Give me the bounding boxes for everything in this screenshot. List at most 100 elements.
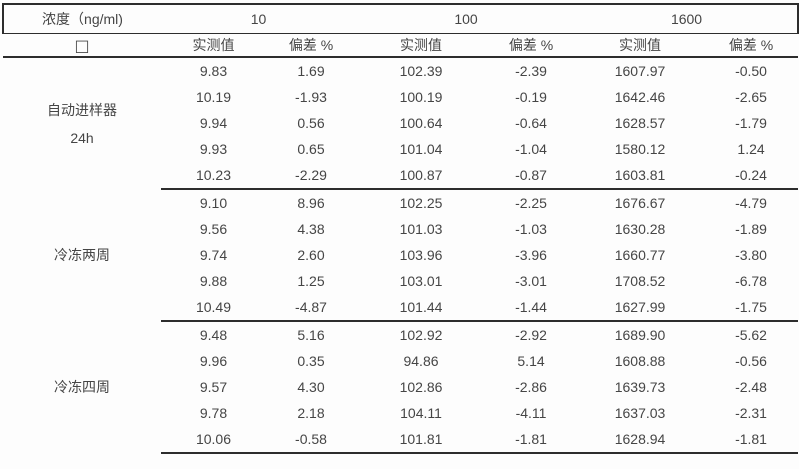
row-label-placeholder-box: □ [3, 33, 161, 58]
measured-header-100: 实测值 [356, 33, 487, 58]
measured-value-cell: 1642.46 [614, 89, 666, 105]
section-label: 冷冻两周 [3, 189, 161, 321]
concentration-level-header-1600: 1600 [576, 3, 799, 34]
deviation-value-cell: -1.81 [486, 426, 577, 454]
measured-value-cell: 10.19 [195, 89, 232, 105]
measured-value-cell: 100.87 [356, 162, 487, 190]
measured-value-cell: 9.48 [199, 327, 228, 343]
section-label-line2: 24h [70, 129, 94, 146]
measured-value-cell: 9.94 [199, 115, 228, 131]
table-row: 9.56 4.38 101.03 -1.03 1630.28 -1.89 [3, 216, 798, 242]
measured-value-cell: 102.25 [399, 195, 443, 211]
deviation-value-cell: 0.35 [297, 353, 325, 369]
measured-value-cell: 101.44 [356, 294, 487, 322]
deviation-value-cell: -6.78 [735, 273, 767, 289]
deviation-value-cell: 1.69 [297, 63, 325, 79]
table-row: 10.49 -4.87 101.44 -1.44 1627.99 -1.75 [3, 294, 799, 322]
deviation-value-cell: -0.58 [266, 426, 357, 454]
deviation-value-cell: 5.14 [517, 353, 545, 369]
deviation-value-cell: -0.50 [735, 63, 767, 79]
section-frozen-four-weeks: 冷冻四周 9.48 5.16 102.92 -2.92 1689.90 -5.6… [3, 321, 799, 454]
measured-value-cell: 1627.99 [576, 294, 705, 322]
section-label-line1: 冷冻四周 [54, 379, 110, 395]
deviation-value-cell: 0.65 [297, 141, 325, 157]
table-row: 9.94 0.56 100.64 -0.64 1628.57 -1.79 [3, 110, 798, 136]
measured-header-1600: 实测值 [576, 33, 705, 58]
measured-value-cell: 9.88 [199, 273, 228, 289]
deviation-value-cell: 0.56 [297, 115, 325, 131]
measured-value-cell: 1630.28 [614, 221, 666, 237]
measured-value-cell: 1708.52 [614, 273, 666, 289]
deviation-value-cell: 4.38 [297, 221, 325, 237]
deviation-value-cell: -1.44 [486, 294, 577, 322]
table-row: 9.96 0.35 94.86 5.14 1608.88 -0.56 [3, 348, 798, 374]
section-label: 自动进样器 24h [3, 57, 161, 189]
measured-value-cell: 9.93 [199, 141, 228, 157]
measured-value-cell: 10.23 [161, 162, 266, 190]
measured-value-cell: 1660.77 [614, 247, 666, 263]
measured-value-cell: 100.19 [399, 89, 443, 105]
section-label: 冷冻四周 [3, 321, 161, 453]
measured-value-cell: 9.74 [199, 247, 228, 263]
deviation-header-10: 偏差 % [266, 33, 357, 58]
measured-value-cell: 100.64 [399, 115, 443, 131]
deviation-value-cell: -3.01 [515, 273, 547, 289]
deviation-value-cell: -3.96 [515, 247, 547, 263]
deviation-value-cell: -4.87 [266, 294, 357, 322]
deviation-value-cell: -4.11 [515, 405, 547, 421]
column-header-row: □ 实测值 偏差 % 实测值 偏差 % 实测值 偏差 % [3, 33, 799, 58]
concentration-header-row: 浓度（ng/ml) 10 100 1600 [2, 3, 799, 34]
deviation-header-1600: 偏差 % [704, 33, 799, 58]
table-row: 9.57 4.30 102.86 -2.86 1639.73 -2.48 [3, 374, 798, 400]
deviation-value-cell: 1.25 [297, 273, 325, 289]
measured-value-cell: 104.11 [400, 405, 442, 421]
deviation-value-cell: -1.03 [515, 221, 547, 237]
measured-value-cell: 101.81 [356, 426, 487, 454]
deviation-value-cell: -0.19 [515, 89, 547, 105]
section-label-line1: 冷冻两周 [54, 247, 110, 263]
deviation-value-cell: -2.92 [515, 327, 547, 343]
measured-value-cell: 1639.73 [614, 379, 666, 395]
section-frozen-two-weeks: 冷冻两周 9.10 8.96 102.25 -2.25 1676.67 -4.7… [3, 189, 799, 322]
measured-value-cell: 94.86 [403, 353, 439, 369]
table-row: 9.78 2.18 104.11 -4.11 1637.03 -2.31 [3, 400, 798, 426]
deviation-value-cell: -2.25 [515, 195, 547, 211]
measured-value-cell: 1628.94 [576, 426, 705, 454]
measured-value-cell: 9.56 [199, 221, 228, 237]
measured-value-cell: 9.78 [199, 405, 228, 421]
concentration-level-header-100: 100 [356, 3, 577, 34]
deviation-value-cell: -3.80 [735, 247, 767, 263]
section-autosampler-24h: 自动进样器 24h 9.83 1.69 102.39 -2.39 1607.97… [3, 57, 799, 190]
measured-value-cell: 9.83 [199, 63, 228, 79]
deviation-value-cell: -2.48 [735, 379, 767, 395]
measured-value-cell: 1676.67 [614, 195, 666, 211]
measured-value-cell: 9.10 [199, 195, 228, 211]
measured-value-cell: 1580.12 [614, 141, 666, 157]
deviation-value-cell: -1.89 [735, 221, 767, 237]
deviation-header-100: 偏差 % [486, 33, 577, 58]
measured-value-cell: 102.39 [399, 63, 443, 79]
deviation-value-cell: 5.16 [297, 327, 325, 343]
measured-value-cell: 103.96 [399, 247, 443, 263]
deviation-value-cell: -1.79 [735, 115, 767, 131]
concentration-level-header-10: 10 [161, 3, 357, 34]
deviation-value-cell: -5.62 [735, 327, 767, 343]
measured-value-cell: 102.92 [399, 327, 443, 343]
measured-value-cell: 101.04 [399, 141, 443, 157]
measured-value-cell: 102.86 [399, 379, 443, 395]
deviation-value-cell: 4.30 [297, 379, 325, 395]
table-row: 冷冻两周 9.10 8.96 102.25 -2.25 1676.67 -4.7… [3, 189, 798, 263]
stability-data-table: 浓度（ng/ml) 10 100 1600 □ 实测值 偏差 % 实测值 偏差 … [2, 3, 799, 454]
measured-header-10: 实测值 [161, 33, 266, 58]
deviation-value-cell: 2.60 [297, 247, 325, 263]
deviation-value-cell: -0.56 [735, 353, 767, 369]
table-row: 10.06 -0.58 101.81 -1.81 1628.94 -1.81 [3, 426, 799, 454]
concentration-unit-header: 浓度（ng/ml) [2, 3, 161, 34]
measured-value-cell: 1607.97 [614, 63, 666, 79]
deviation-value-cell: -2.29 [266, 162, 357, 190]
table-row: 9.74 2.60 103.96 -3.96 1660.77 -3.80 [3, 242, 798, 268]
measured-value-cell: 1628.57 [614, 115, 666, 131]
deviation-value-cell: 8.96 [297, 195, 325, 211]
table-row: 9.88 1.25 103.01 -3.01 1708.52 -6.78 [3, 268, 798, 294]
